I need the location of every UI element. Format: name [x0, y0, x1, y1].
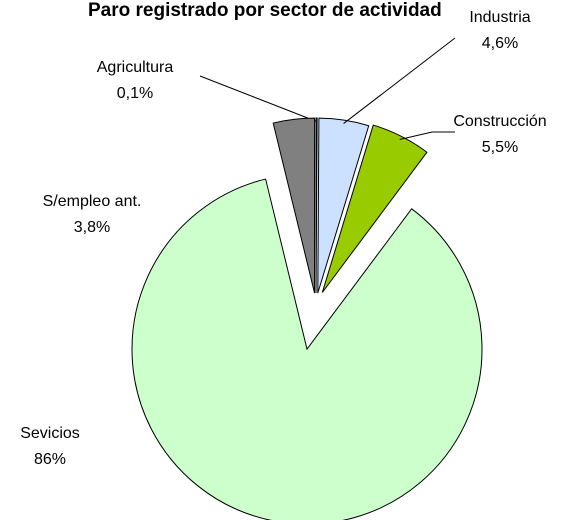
slice-value-label: 4,6% [482, 35, 518, 52]
slice-value-label: 5,5% [482, 139, 518, 156]
leader-line [399, 131, 455, 140]
slice-label: Industria [469, 9, 530, 26]
leader-line [343, 37, 456, 124]
slice-label: Construcción [453, 113, 546, 130]
pie-slice [321, 124, 428, 293]
slice-value-label: 86% [34, 451, 66, 468]
leader-line [199, 75, 317, 122]
slice-value-label: 0,1% [117, 85, 153, 102]
slice-value-label: 3,8% [74, 219, 110, 236]
chart-title: Paro registrado por sector de actividad [88, 0, 442, 21]
pie-slice [315, 117, 318, 294]
slice-label: Sevicios [20, 425, 80, 442]
slice-label: Agricultura [97, 59, 174, 76]
pie-slice [317, 117, 370, 294]
pie-slice [272, 117, 316, 294]
slice-label: S/empleo ant. [43, 193, 142, 210]
pie-slice [131, 178, 483, 520]
